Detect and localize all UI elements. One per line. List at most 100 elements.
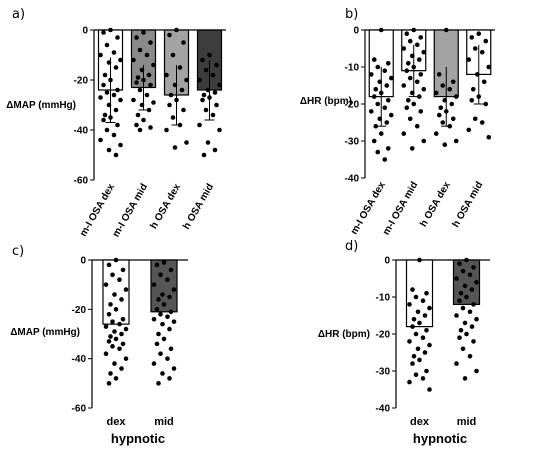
data-point — [181, 40, 186, 45]
data-point — [443, 27, 449, 33]
y-tick-label: 0 — [384, 256, 390, 267]
data-point — [174, 97, 179, 103]
data-point — [167, 326, 172, 332]
data-point — [407, 116, 413, 122]
data-point — [474, 72, 480, 77]
data-point — [174, 27, 179, 33]
data-point — [172, 145, 178, 150]
data-point — [411, 353, 417, 359]
data-point — [486, 135, 492, 140]
data-point — [177, 122, 183, 128]
data-point — [382, 157, 388, 162]
data-point — [154, 341, 160, 347]
data-point — [135, 75, 141, 80]
data-point — [205, 87, 211, 93]
data-point — [212, 90, 218, 95]
data-point — [217, 82, 222, 88]
data-point — [113, 336, 119, 342]
data-point — [214, 102, 219, 108]
data-point — [171, 366, 177, 371]
data-point — [424, 368, 429, 374]
data-point — [410, 361, 415, 366]
data-point — [440, 120, 446, 125]
data-point — [113, 152, 119, 158]
data-point — [123, 356, 129, 361]
data-point — [417, 320, 422, 326]
data-point — [106, 102, 112, 108]
data-point — [146, 72, 152, 78]
data-point — [409, 146, 415, 151]
data-point — [108, 302, 113, 307]
data-point — [161, 336, 167, 342]
data-point — [117, 346, 122, 352]
data-point — [170, 115, 176, 120]
data-point — [148, 125, 153, 130]
data-point — [123, 287, 129, 292]
data-point — [207, 52, 212, 58]
data-point — [476, 94, 482, 99]
y-tick-label: 0 — [80, 256, 86, 267]
data-point — [467, 353, 473, 359]
data-point — [102, 112, 108, 118]
data-point — [167, 294, 172, 300]
data-point — [156, 331, 161, 337]
data-point — [144, 92, 150, 98]
data-point — [460, 346, 466, 352]
x-axis-label: hypnotic — [111, 431, 165, 446]
data-point — [164, 127, 169, 133]
data-point — [373, 123, 379, 129]
y-tick-label: -40 — [345, 174, 360, 185]
data-point — [120, 341, 126, 347]
data-point — [407, 379, 412, 385]
data-point — [139, 67, 145, 73]
data-point — [118, 97, 123, 103]
data-point — [168, 92, 174, 98]
category-label: m-I OSA mid — [111, 182, 150, 239]
data-point — [108, 371, 113, 376]
data-point — [197, 122, 202, 128]
data-point — [378, 27, 384, 33]
data-point — [164, 72, 169, 78]
data-point — [134, 80, 139, 85]
data-point — [103, 324, 109, 329]
data-point — [481, 79, 487, 85]
data-point — [422, 313, 428, 318]
data-point — [151, 100, 156, 105]
data-point — [139, 102, 145, 108]
data-point — [98, 137, 103, 143]
data-point — [113, 65, 119, 70]
data-point — [120, 267, 126, 273]
data-point — [117, 277, 122, 283]
data-point — [409, 90, 415, 96]
data-point — [168, 309, 174, 315]
data-point — [115, 87, 120, 93]
panel-label: a) — [12, 7, 25, 22]
data-point — [108, 115, 113, 120]
data-point — [137, 47, 143, 53]
data-point — [411, 64, 417, 70]
data-point — [385, 61, 391, 66]
data-point — [214, 62, 219, 68]
data-point — [165, 314, 170, 320]
data-point — [158, 272, 163, 278]
data-point — [160, 321, 165, 327]
data-point — [378, 90, 384, 96]
data-point — [427, 387, 432, 392]
data-point — [407, 339, 412, 344]
data-point — [112, 361, 117, 366]
y-tick-label: -40 — [72, 354, 87, 365]
data-point — [144, 52, 150, 58]
data-point — [113, 307, 119, 312]
data-point — [421, 86, 427, 92]
data-point — [443, 109, 449, 114]
data-point — [112, 292, 117, 297]
data-point — [156, 297, 161, 302]
data-point — [469, 35, 475, 40]
y-tick-label: -30 — [345, 137, 360, 148]
data-point — [471, 339, 476, 344]
data-point — [388, 112, 394, 118]
data-point — [385, 146, 391, 151]
data-point — [117, 321, 122, 327]
data-point — [200, 57, 205, 63]
